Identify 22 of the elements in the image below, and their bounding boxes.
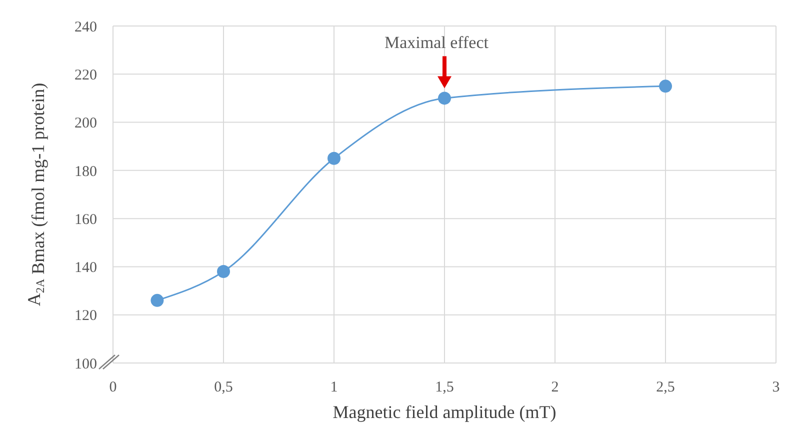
y-tick-label: 140 — [74, 260, 97, 276]
point — [217, 265, 230, 278]
point — [659, 80, 672, 93]
y-tick-label: 180 — [74, 164, 97, 180]
x-tick-label: 0 — [109, 380, 117, 396]
annotation: Maximal effect — [384, 33, 489, 52]
point — [328, 152, 340, 165]
y-tick-label: 100 — [74, 356, 97, 372]
y-tick-label: 220 — [74, 67, 97, 84]
x-tick-label: 1 — [330, 380, 338, 396]
x-tick-label: 2 — [551, 380, 559, 396]
x-tick-label: 1,5 — [435, 380, 454, 396]
y-tick-label: 160 — [74, 212, 97, 228]
x-tick-label: 0,5 — [214, 380, 233, 396]
x-tick-label: 3 — [772, 380, 780, 396]
point — [150, 294, 164, 307]
y-tick-label: 200 — [74, 116, 97, 132]
y-tick-label: 120 — [74, 308, 97, 324]
x-axis-title: Magnetic field amplitude (mT) — [332, 402, 556, 422]
x-tick-label: 2,5 — [656, 380, 675, 396]
y-tick-label: 240 — [74, 19, 97, 36]
point — [438, 92, 451, 105]
